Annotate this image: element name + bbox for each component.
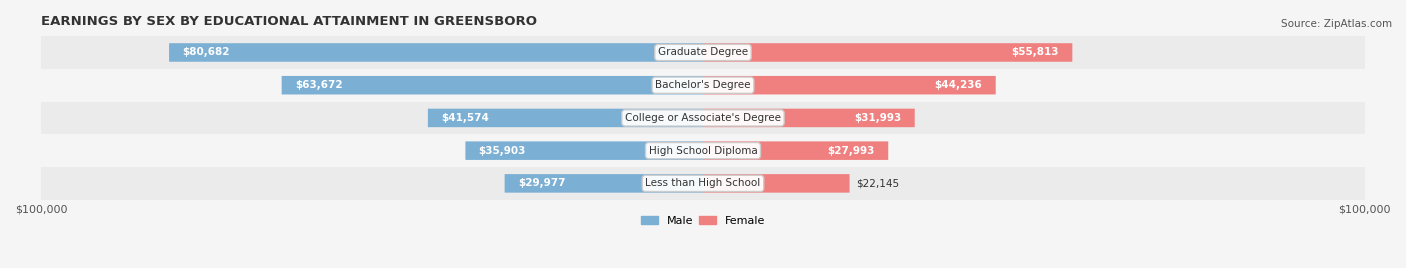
Text: $27,993: $27,993	[828, 146, 875, 156]
Text: EARNINGS BY SEX BY EDUCATIONAL ATTAINMENT IN GREENSBORO: EARNINGS BY SEX BY EDUCATIONAL ATTAINMEN…	[41, 15, 537, 28]
Text: Bachelor's Degree: Bachelor's Degree	[655, 80, 751, 90]
Bar	[41, 102, 1365, 134]
Text: $31,993: $31,993	[855, 113, 901, 123]
Legend: Male, Female: Male, Female	[637, 211, 769, 230]
Text: Source: ZipAtlas.com: Source: ZipAtlas.com	[1281, 19, 1392, 29]
Text: High School Diploma: High School Diploma	[648, 146, 758, 156]
FancyBboxPatch shape	[281, 76, 703, 94]
FancyBboxPatch shape	[169, 43, 703, 62]
Bar	[41, 36, 1365, 69]
Text: $29,977: $29,977	[517, 178, 565, 188]
Bar	[41, 134, 1365, 167]
Text: College or Associate's Degree: College or Associate's Degree	[626, 113, 780, 123]
FancyBboxPatch shape	[703, 109, 915, 127]
FancyBboxPatch shape	[703, 76, 995, 94]
FancyBboxPatch shape	[465, 142, 703, 160]
Text: $80,682: $80,682	[183, 47, 229, 57]
Text: $22,145: $22,145	[856, 178, 900, 188]
Text: $41,574: $41,574	[441, 113, 489, 123]
FancyBboxPatch shape	[703, 43, 1073, 62]
Text: $63,672: $63,672	[295, 80, 343, 90]
Text: Graduate Degree: Graduate Degree	[658, 47, 748, 57]
FancyBboxPatch shape	[427, 109, 703, 127]
Text: $35,903: $35,903	[478, 146, 526, 156]
FancyBboxPatch shape	[505, 174, 703, 193]
Text: $55,813: $55,813	[1011, 47, 1059, 57]
Bar	[41, 167, 1365, 200]
Bar	[41, 69, 1365, 102]
FancyBboxPatch shape	[703, 142, 889, 160]
Text: $44,236: $44,236	[935, 80, 983, 90]
FancyBboxPatch shape	[703, 174, 849, 193]
Text: Less than High School: Less than High School	[645, 178, 761, 188]
